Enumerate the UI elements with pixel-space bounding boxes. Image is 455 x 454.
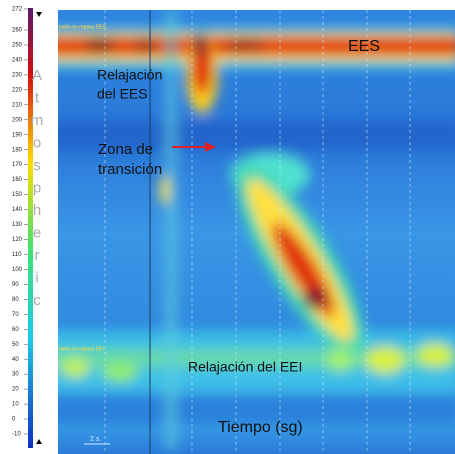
letter: o (33, 134, 41, 151)
scale-tick-label: 40 (12, 357, 19, 363)
transition-label: Zona de (98, 141, 153, 158)
scale-tick-label: 190 (12, 132, 23, 138)
tag-lower: esión en reposo EEI (59, 346, 104, 352)
letter: m (31, 112, 44, 129)
eei-relax-label: Relajación del EEI (188, 359, 302, 375)
scale-tick-label: 120 (12, 237, 23, 243)
ees-relax-label: Relajación (97, 67, 162, 83)
scale-tick-label: -10 (12, 432, 21, 438)
scale-tick-label: 80 (12, 297, 19, 303)
scale-tick-label: 70 (12, 312, 19, 318)
letter: r (35, 247, 40, 264)
scale-tick-label: 50 (12, 342, 19, 348)
letter: e (33, 224, 41, 241)
letter: h (33, 202, 41, 219)
scale-tick-label: 200 (12, 117, 23, 123)
scale-tick-label: 230 (12, 72, 23, 78)
letter: p (33, 179, 41, 196)
tag-upper: esión en reposo EES (59, 24, 107, 30)
letter: A (32, 67, 42, 84)
scale-tick-label: 130 (12, 222, 23, 228)
letter: c (33, 292, 41, 309)
scale-tick-label: 160 (12, 177, 23, 183)
scale-tick-label: 10 (12, 402, 19, 408)
letter: s (33, 157, 41, 174)
ees-label: EES (348, 38, 380, 55)
scale-tick-label: 250 (12, 43, 23, 49)
scale-tick-label: 220 (12, 87, 23, 93)
scale-tick-label: 30 (12, 372, 19, 378)
scale-tick-label: 90 (12, 282, 19, 288)
scale-tick-label: 170 (12, 162, 23, 168)
scale-tick-label: 140 (12, 207, 23, 213)
scale-tick-label: 180 (12, 147, 23, 153)
scale-tick-label: 272 (12, 7, 23, 13)
letter: i (35, 269, 38, 286)
scale-tick-label: 20 (12, 387, 19, 393)
time-label: Tiempo (sg) (218, 419, 303, 436)
scale-tick-label: 150 (12, 192, 23, 198)
time-bar-label: 2 s. (90, 436, 101, 443)
scale-tick-label: 210 (12, 102, 23, 108)
scale-tick-label: 260 (12, 28, 23, 34)
manometry-screenshot: 272 260 250 240 230 220 210 200 190 180 170 160 150 1… (0, 0, 455, 454)
transition-label: transición (98, 161, 162, 178)
scale-tick-label: 60 (12, 327, 19, 333)
scale-tick-label: 100 (12, 267, 23, 273)
scale-tick-label: 240 (12, 58, 23, 64)
ees-relax-label: del EES (97, 86, 148, 102)
scale-tick-label: 110 (12, 252, 22, 258)
